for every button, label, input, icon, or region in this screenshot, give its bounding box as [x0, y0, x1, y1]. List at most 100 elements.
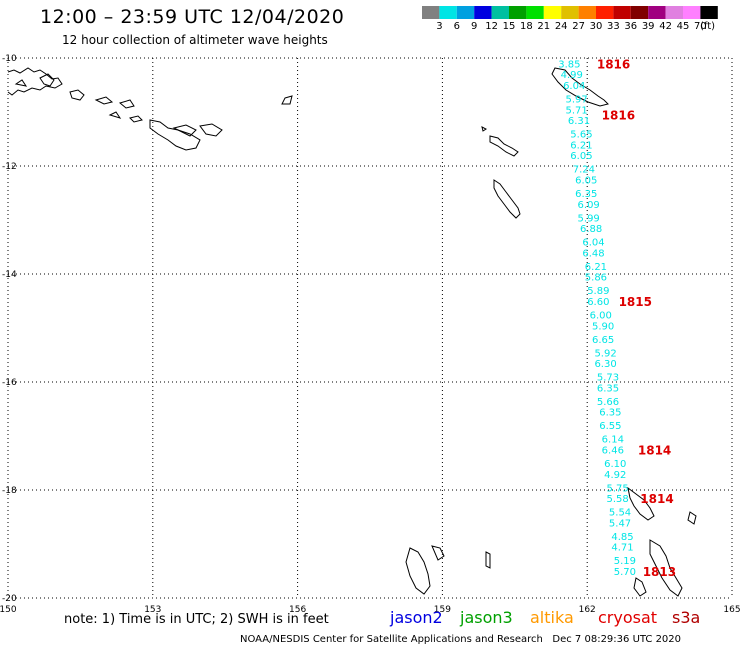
legend-swatch: [491, 6, 509, 19]
legend-swatch: [509, 6, 527, 19]
coastline-shape: [481, 126, 487, 132]
time-label: 1815: [619, 295, 652, 309]
swh-value: 6.35: [575, 189, 597, 200]
legend-label: 6: [453, 21, 460, 32]
coastline-shape: [649, 539, 683, 597]
legend-label: 70: [694, 21, 707, 32]
legend-unit: (ft): [700, 21, 716, 32]
legend-swatch: [422, 6, 440, 19]
coastline-shape: [14, 79, 28, 87]
legend-label: 45: [676, 21, 690, 32]
time-labels: 1816 1816 1815 1814 1814 1813: [597, 57, 676, 579]
legend-label: 24: [554, 21, 568, 32]
swh-value: 6.31: [568, 116, 590, 127]
swh-value: 6.35: [597, 383, 619, 394]
swh-value: 4.92: [604, 470, 626, 481]
legend-label: 18: [520, 21, 533, 32]
swh-value: 5.97: [565, 95, 587, 106]
legend-swatch: [439, 6, 457, 19]
legend-label: 12: [485, 21, 498, 32]
swh-value: 6.14: [602, 435, 624, 446]
swh-value: 6.65: [592, 335, 614, 346]
mission-label: jason3: [460, 608, 513, 627]
swh-value: 5.99: [578, 213, 600, 224]
coastline-shape: [627, 486, 655, 521]
lat-tick-label: -12: [2, 162, 17, 172]
legend-swatch: [474, 6, 492, 19]
legend-swatch: [578, 6, 596, 19]
swh-value: 6.10: [604, 459, 626, 470]
legend-swatch: [561, 6, 579, 19]
coastline-shape: [39, 73, 55, 87]
swh-value: 6.48: [582, 248, 604, 259]
lat-tick-label: -14: [2, 270, 17, 280]
swh-value: 6.35: [599, 408, 621, 419]
mission-label: cryosat: [598, 608, 658, 627]
time-label: 1816: [602, 109, 635, 123]
legend-swatch: [683, 6, 701, 19]
legend-swatch: [700, 6, 718, 19]
lon-tick-label: 162: [579, 605, 596, 615]
coastline-shape: [149, 119, 201, 151]
lon-tick-label: 159: [434, 605, 451, 615]
legend-swatches: [422, 6, 718, 19]
lat-tick-label: -20: [2, 594, 17, 604]
time-label: 1813: [643, 565, 676, 579]
coastline-shape: [118, 99, 135, 109]
footer-timestamp: Dec 7 08:29:36 UTC 2020: [552, 634, 682, 645]
axis-labels: 150 153 156 159 162 165 -10 -12 -14 -16 -18 -20: [0, 54, 740, 615]
swh-value: 5.19: [614, 556, 636, 567]
swh-value: 5.75: [607, 483, 629, 494]
swh-value: 5.58: [607, 494, 629, 505]
swh-value: 5.65: [570, 130, 592, 141]
swh-value: 5.89: [587, 286, 609, 297]
swh-value: 4.71: [611, 543, 633, 554]
swh-points: 3.854.996.045.975.716.315.656.216.057.24…: [558, 59, 636, 578]
grid-lines: [7, 57, 733, 599]
coastline-shape: [281, 95, 293, 105]
swh-value: 7.24: [573, 165, 595, 176]
lon-tick-label: 156: [289, 605, 306, 615]
coastline-shape: [129, 115, 143, 123]
legend-label: 27: [572, 21, 585, 32]
coastline-shape: [199, 123, 223, 137]
legend-label: 3: [436, 21, 443, 32]
swh-value: 5.92: [594, 348, 616, 359]
coastline-shape: [485, 551, 491, 569]
swh-value: 5.66: [597, 397, 619, 408]
legend-label: 30: [589, 21, 603, 32]
legend-label: 33: [607, 21, 620, 32]
mission-label: altika: [530, 608, 574, 627]
coastline-shape: [431, 545, 445, 561]
footer-credit: NOAA/NESDIS Center for Satellite Applica…: [240, 634, 681, 645]
legend-swatch: [596, 6, 614, 19]
map-title: 12:00 – 23:59 UTC 12/04/2020: [40, 6, 345, 28]
swh-value: 5.54: [609, 508, 631, 519]
swh-value: 6.05: [570, 151, 592, 162]
swh-value: 5.70: [614, 567, 636, 578]
swh-value: 6.55: [599, 421, 621, 432]
lon-tick-label: 165: [723, 605, 740, 615]
lat-tick-label: -10: [2, 54, 17, 64]
coastline-shape: [94, 96, 114, 105]
swh-value: 6.30: [594, 359, 616, 370]
legend-swatch: [456, 6, 475, 19]
time-label: 1814: [640, 492, 673, 506]
swh-value: 6.60: [587, 297, 609, 308]
lat-tick-label: -18: [2, 486, 17, 496]
coastlines: [7, 67, 697, 597]
swh-value: 5.86: [585, 273, 607, 284]
legend-swatch: [665, 6, 683, 19]
lat-tick-label: -16: [2, 378, 17, 388]
swh-value: 4.85: [611, 532, 633, 543]
swh-value: 6.09: [578, 200, 600, 211]
legend-label: 9: [471, 21, 478, 32]
swh-value: 6.21: [570, 140, 592, 151]
swh-value: 6.21: [585, 262, 607, 273]
legend-label: 39: [641, 21, 655, 32]
coastline-shape: [405, 547, 431, 595]
time-label: 1816: [597, 57, 630, 71]
note-text: note: 1) Time is in UTC; 2) SWH is in fe…: [64, 612, 329, 627]
coastline-shape: [493, 179, 521, 219]
